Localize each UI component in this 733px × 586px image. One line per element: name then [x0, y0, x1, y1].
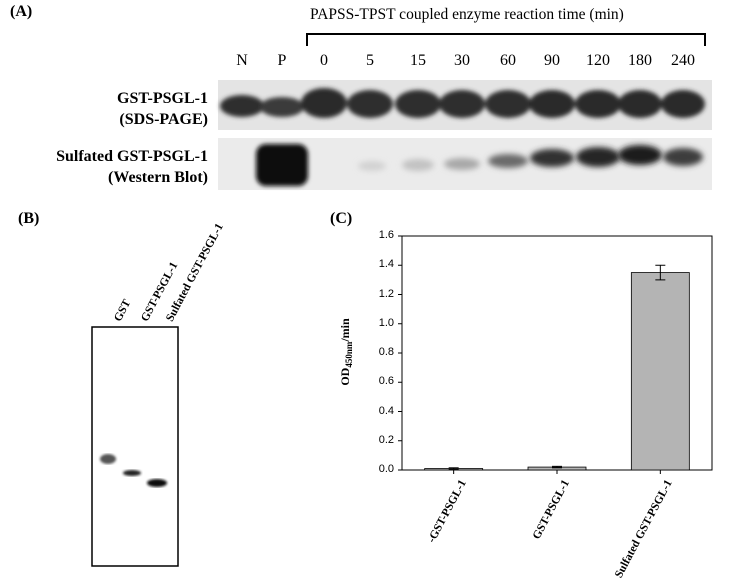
- sds-band-15: [395, 90, 441, 118]
- sds-band-180: [618, 90, 662, 118]
- sds-page-bands: [220, 88, 705, 118]
- wb-band-p: [256, 144, 308, 186]
- wb-band-60: [488, 154, 528, 168]
- western-blot-label-line2: (Western Blot): [108, 169, 208, 186]
- sds-band-240: [661, 90, 705, 118]
- y-tick-label: 1.2: [378, 287, 394, 300]
- lane-label-90: 90: [544, 52, 560, 69]
- western-blot-label-line1: Sulfated GST-PSGL-1: [56, 148, 208, 165]
- y-tick-label: 1.4: [378, 258, 394, 271]
- wb-band-30: [444, 158, 480, 170]
- sds-page-label-line1: GST-PSGL-1: [117, 90, 208, 107]
- y-tick-label: 1.6: [378, 229, 394, 241]
- panel-c-label: (C): [330, 210, 353, 227]
- lane-label-60: 60: [500, 52, 516, 69]
- sds-band-p: [260, 97, 304, 117]
- y-tick-label: 0.6: [378, 375, 394, 388]
- y-tick-label: 0.8: [378, 346, 394, 358]
- lane-label-15: 15: [410, 52, 426, 69]
- blot-frame: [91, 326, 179, 567]
- y-tick-label: 1.0: [378, 316, 394, 329]
- sds-band-90: [529, 90, 575, 118]
- lane-label-120: 120: [586, 52, 610, 69]
- time-bracket: [306, 33, 706, 46]
- y-tick-label: 0.0: [378, 463, 394, 475]
- sds-band-60: [485, 90, 531, 118]
- sds-band-120: [575, 90, 621, 118]
- lane-label-180: 180: [628, 52, 652, 69]
- y-tick-label: 0.2: [378, 433, 394, 446]
- wb-band-240: [663, 148, 703, 166]
- sds-page-label: GST-PSGL-1 (SDS-PAGE): [117, 88, 208, 130]
- sds-band-5: [347, 90, 393, 118]
- wb-band-5: [358, 161, 386, 171]
- sds-band-30: [439, 90, 485, 118]
- wb-band-120: [576, 147, 620, 167]
- panel-b-label: (B): [18, 210, 40, 227]
- sds-band-n: [220, 95, 264, 117]
- wb-band-180: [618, 145, 662, 165]
- blot-band-gst-psgl1: [123, 470, 141, 476]
- wb-band-90: [530, 149, 574, 167]
- lane-label-5: 5: [366, 52, 374, 69]
- bar: [630, 272, 690, 471]
- time-header: PAPSS-TPST coupled enzyme reaction time …: [310, 6, 624, 23]
- sds-band-0: [301, 88, 347, 118]
- wb-band-15: [402, 159, 434, 171]
- y-tick-label: 0.4: [378, 404, 394, 417]
- lane-label-240: 240: [671, 52, 695, 69]
- sds-page-label-line2: (SDS-PAGE): [119, 111, 208, 128]
- lane-label-0: 0: [320, 52, 328, 69]
- panel-a-label: (A): [10, 3, 33, 20]
- gel-strips: [218, 80, 712, 190]
- lane-label-n: N: [236, 52, 248, 69]
- western-blot-label: Sulfated GST-PSGL-1 (Western Blot): [56, 146, 208, 188]
- western-bands: [256, 144, 703, 186]
- lane-label-30: 30: [454, 52, 470, 69]
- blot-band-sulfated: [147, 479, 167, 487]
- blot-band-gst: [100, 454, 116, 464]
- lane-label-p: P: [277, 52, 287, 69]
